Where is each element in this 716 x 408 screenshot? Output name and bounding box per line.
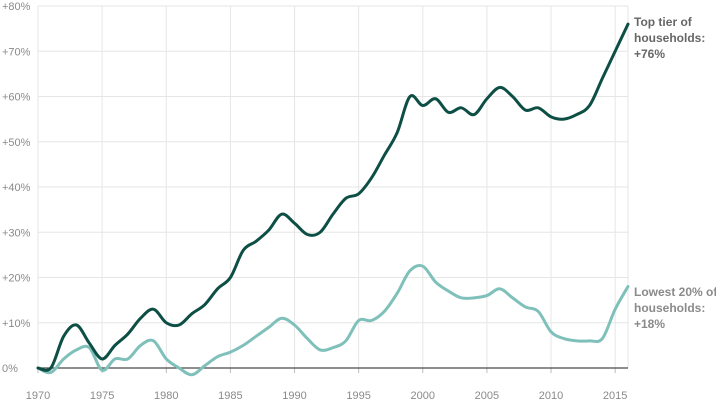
series-end-label: Top tier of households: +76% xyxy=(634,15,705,61)
x-tick-label: 1995 xyxy=(346,390,370,402)
x-tick-label: 1980 xyxy=(154,390,178,402)
x-tick-label: 1985 xyxy=(218,390,242,402)
series-end-label-line: +76% xyxy=(634,47,665,61)
series-end-label-line: +18% xyxy=(634,317,665,331)
series-end-label-line: Lowest 20% of xyxy=(634,285,716,299)
axes: 0% +10% +20% +30% +40% +50% +60% +70% +80% 1970 19… xyxy=(2,1,628,402)
series-end-label: Lowest 20% of households: +18% xyxy=(634,285,716,331)
series-line xyxy=(36,22,630,372)
y-tick-label: +10% xyxy=(2,318,31,330)
y-tick-label: +80% xyxy=(2,1,31,13)
x-tick-label: 2000 xyxy=(411,390,435,402)
series-line xyxy=(36,263,630,377)
x-tick-label: 1975 xyxy=(90,390,114,402)
series-lines xyxy=(36,22,630,377)
x-tick-label: 1970 xyxy=(26,390,50,402)
x-tick-label: 1990 xyxy=(282,390,306,402)
x-tick-label: 2010 xyxy=(539,390,563,402)
series-labels: Top tier of households: +76% Lowest 20% of h… xyxy=(634,15,716,331)
y-tick-label: +60% xyxy=(2,92,31,104)
grid xyxy=(37,5,629,368)
x-tick-label: 2005 xyxy=(475,390,499,402)
series-end-label-line: households: xyxy=(634,31,705,45)
y-tick-label: +40% xyxy=(2,182,31,194)
y-tick-label: 0% xyxy=(2,363,18,375)
y-tick-label: +30% xyxy=(2,227,31,239)
x-tick-label: 2015 xyxy=(603,390,627,402)
y-tick-label: +20% xyxy=(2,273,31,285)
series-end-label-line: households: xyxy=(634,301,705,315)
series-end-label-line: Top tier of xyxy=(634,15,693,29)
y-tick-label: +50% xyxy=(2,137,31,149)
y-tick-label: +70% xyxy=(2,46,31,58)
